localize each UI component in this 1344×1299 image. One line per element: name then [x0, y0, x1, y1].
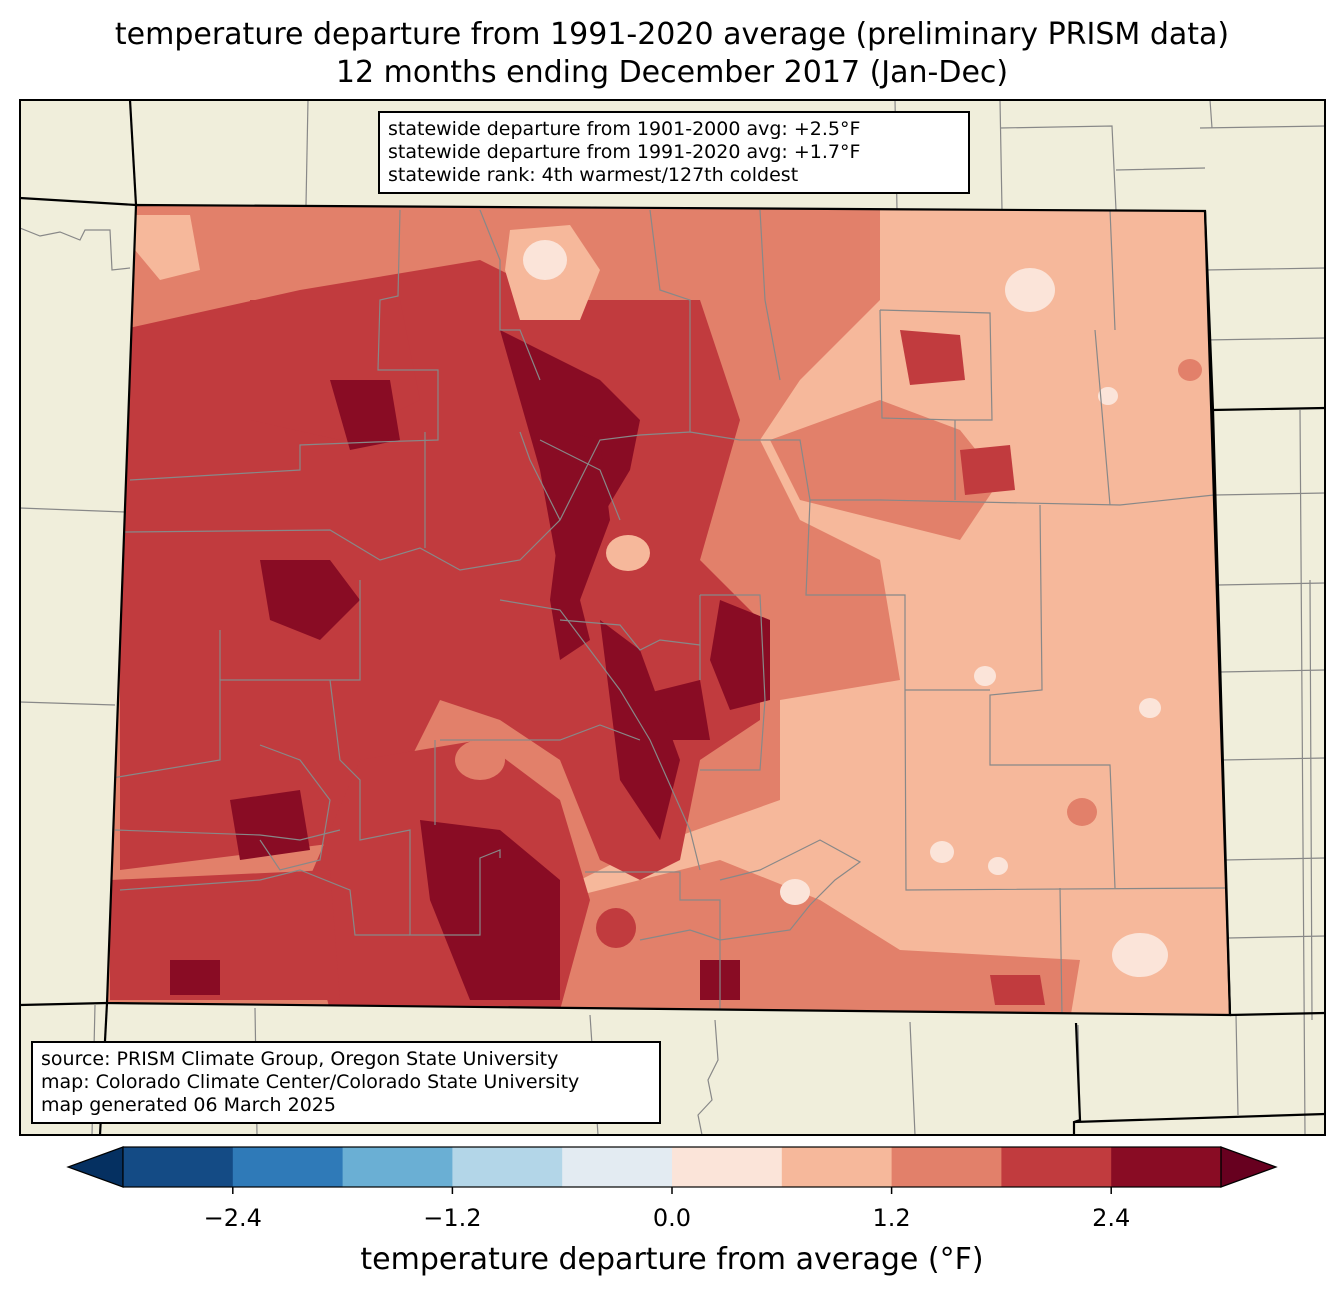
- credits-box: source: PRISM Climate Group, Oregon Stat…: [31, 1041, 661, 1124]
- colorbar: [66, 1146, 1278, 1194]
- map-frame: [19, 99, 1326, 1136]
- map-title-line2: 12 months ending December 2017 (Jan-Dec): [335, 55, 1009, 90]
- colorbar-tick-label: −1.2: [423, 1204, 482, 1232]
- colorbar-segment: [781, 1147, 893, 1187]
- colorbar-extend-low: [66, 1146, 124, 1188]
- colorbar-extend-high: [1220, 1146, 1278, 1188]
- colorbar-segment: [891, 1147, 1002, 1187]
- colorbar-segment: [232, 1147, 344, 1187]
- colorbar-segment: [452, 1147, 563, 1187]
- stats-line-rank: statewide rank: 4th warmest/127th coldes…: [388, 164, 799, 186]
- state-borders: [20, 100, 1325, 1135]
- colorbar-segment: [672, 1147, 783, 1187]
- colorbar-tick-label: 2.4: [1092, 1204, 1131, 1232]
- credits-source: source: PRISM Climate Group, Oregon Stat…: [41, 1048, 559, 1070]
- credits-generated: map generated 06 March 2025: [41, 1094, 336, 1116]
- map-title-line1: temperature departure from 1991-2020 ave…: [114, 17, 1230, 52]
- colorbar-segment: [1001, 1147, 1112, 1187]
- colorbar-tick-label: 1.2: [872, 1204, 911, 1232]
- credits-map: map: Colorado Climate Center/Colorado St…: [41, 1071, 580, 1093]
- stats-line-1901-2000: statewide departure from 1901-2000 avg: …: [388, 118, 861, 140]
- colorado-temperature-map: [19, 99, 1326, 1136]
- colorbar-segment: [342, 1147, 453, 1187]
- colorbar-segment: [562, 1147, 673, 1187]
- temperature-field: [107, 205, 1230, 1015]
- colorbar-segment: [1111, 1147, 1222, 1187]
- colorbar-tick-label: −2.4: [203, 1204, 262, 1232]
- statewide-stats-box: statewide departure from 1901-2000 avg: …: [378, 111, 970, 194]
- colorbar-segment: [123, 1147, 234, 1187]
- county-lines: [111, 209, 1226, 1015]
- stats-line-1991-2020: statewide departure from 1991-2020 avg: …: [388, 141, 861, 163]
- colorbar-label: temperature departure from average (°F): [360, 1242, 984, 1277]
- colorbar-tick-label: 0.0: [652, 1204, 692, 1232]
